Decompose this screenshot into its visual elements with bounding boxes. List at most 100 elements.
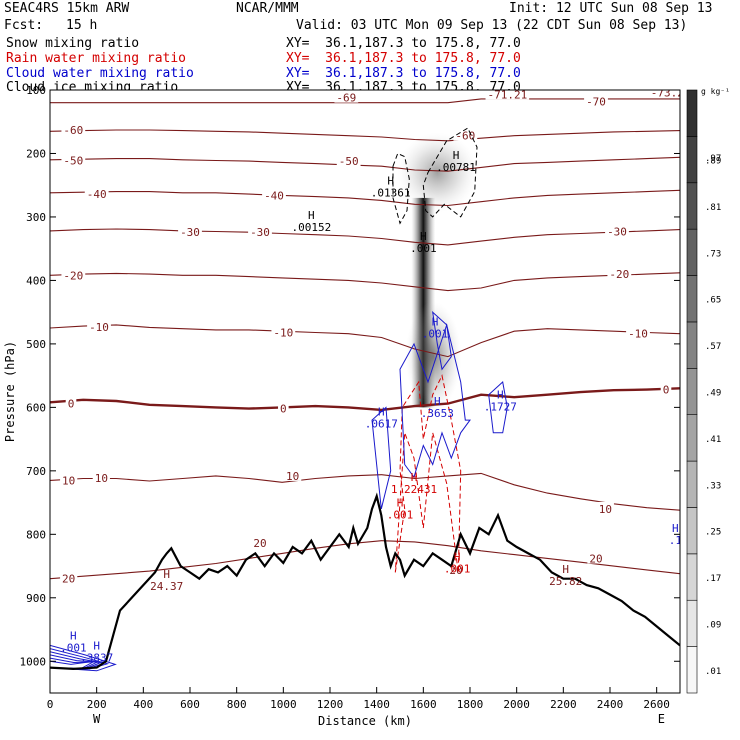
isotherm-label-bg bbox=[334, 90, 359, 103]
isotherm-label: 10 bbox=[599, 503, 612, 516]
isotherm-label-bg bbox=[587, 551, 605, 564]
isotherm-line bbox=[50, 272, 680, 292]
maximum-value: .00781 bbox=[436, 161, 476, 174]
isotherm-label: 0 bbox=[663, 384, 670, 397]
colorbar-level-label: .73 bbox=[705, 249, 721, 259]
isotherm-label-bg bbox=[284, 468, 302, 481]
colorbar-segment bbox=[686, 599, 698, 647]
maximum-value: .01361 bbox=[371, 187, 411, 200]
isotherm-label-bg bbox=[485, 90, 530, 100]
cloud-water-contour bbox=[432, 310, 452, 371]
y-tick-label: 900 bbox=[26, 592, 46, 605]
maximum-marker: H bbox=[378, 406, 385, 419]
colorbar-segment bbox=[686, 460, 698, 508]
plot-frame bbox=[49, 89, 681, 694]
colorbar-level-label: .81 bbox=[705, 203, 721, 213]
isotherm-label: 0 bbox=[68, 398, 75, 411]
y-tick-label: 100 bbox=[26, 84, 46, 97]
cloud-water-contour bbox=[50, 644, 117, 672]
isotherm-label: 10 bbox=[62, 474, 75, 487]
colorbar-level-label: .33 bbox=[705, 481, 721, 491]
colorbar-level-label: .09 bbox=[705, 620, 721, 630]
maximum-value: .00152 bbox=[291, 221, 331, 234]
model-title: SEAC4RS 15km ARW bbox=[4, 1, 130, 16]
snow-shading-upper bbox=[397, 132, 478, 213]
maximum-marker: H bbox=[420, 230, 427, 243]
colorbar-segment bbox=[686, 275, 698, 323]
x-tick-label: 2400 bbox=[597, 698, 624, 711]
isotherm-label: -30 bbox=[607, 226, 627, 239]
y-tick-label: 700 bbox=[26, 465, 46, 478]
valid-time: Valid: 03 UTC Mon 09 Sep 13 (22 CDT Sun … bbox=[296, 18, 688, 33]
maximum-value: .1727 bbox=[484, 401, 517, 414]
y-tick-label: 400 bbox=[26, 274, 46, 287]
terrain-line bbox=[50, 492, 680, 671]
maximum-value: .3837 bbox=[80, 651, 113, 664]
y-axis-title: Pressure (hPa) bbox=[3, 341, 17, 442]
x-tick-label: 1400 bbox=[363, 698, 390, 711]
colorbar-level-label: .41 bbox=[705, 435, 721, 445]
isotherm-label-bg bbox=[648, 90, 680, 98]
colorbar-level-label: .65 bbox=[705, 296, 721, 306]
colorbar-level-label: .25 bbox=[705, 528, 721, 538]
colorbar-segment bbox=[686, 414, 698, 462]
init-time: Init: 12 UTC Sun 08 Sep 13 bbox=[509, 1, 713, 16]
field-xy-snow: XY= 36.1,187.3 to 175.8, 77.0 bbox=[286, 36, 521, 51]
maximum-value: .3653 bbox=[421, 407, 454, 420]
isotherm-label: 20 bbox=[589, 552, 602, 565]
org-label: NCAR/MMM bbox=[236, 1, 299, 16]
x-tick-label: 1200 bbox=[317, 698, 344, 711]
y-tick-label: 500 bbox=[26, 338, 46, 351]
isotherm-label-bg bbox=[61, 122, 86, 135]
field-xy-rain: XY= 36.1,187.3 to 175.8, 77.0 bbox=[286, 51, 521, 66]
snow-contour bbox=[392, 152, 410, 225]
isotherm-label: -70 bbox=[586, 95, 606, 108]
isotherm-label-bg bbox=[84, 187, 109, 200]
maximum-value: .001 bbox=[387, 508, 414, 521]
x-tick-label: 2200 bbox=[550, 698, 577, 711]
maximum-value: 1.22431 bbox=[391, 483, 437, 496]
x-end-label-east: E bbox=[658, 712, 665, 726]
isotherm-label-bg bbox=[248, 225, 272, 238]
x-tick-label: 1800 bbox=[457, 698, 484, 711]
colorbar-segment bbox=[686, 368, 698, 415]
cloud-water-contour bbox=[50, 654, 102, 670]
x-tick-label: 1600 bbox=[410, 698, 437, 711]
maximum-marker: H bbox=[432, 316, 439, 329]
isotherm-label: -30 bbox=[250, 226, 270, 239]
maximum-value: .001 bbox=[422, 328, 449, 341]
isotherm-line bbox=[50, 228, 680, 246]
isotherm-label: -10 bbox=[89, 321, 109, 334]
x-tick-label: 1000 bbox=[270, 698, 297, 711]
isotherm-label-bg bbox=[278, 401, 289, 414]
colorbar-segment bbox=[686, 182, 698, 230]
x-tick-label: 400 bbox=[133, 698, 153, 711]
maximum-marker: H bbox=[497, 389, 504, 402]
colorbar-segment bbox=[686, 136, 698, 184]
isotherm-label-bg bbox=[92, 470, 110, 483]
isotherm-label: -10 bbox=[273, 326, 293, 339]
maximum-marker: H bbox=[308, 209, 315, 222]
x-tick-label: 800 bbox=[227, 698, 247, 711]
isotherm-label: 20 bbox=[449, 564, 462, 577]
y-tick-label: 200 bbox=[26, 147, 46, 160]
maximum-value: .001 bbox=[60, 642, 87, 655]
isotherm-label-bg bbox=[262, 188, 286, 201]
colorbar-segment bbox=[686, 507, 698, 555]
isotherm-line bbox=[50, 129, 680, 142]
cloud-water-contour bbox=[371, 406, 392, 510]
isotherm-label: -50 bbox=[339, 155, 359, 168]
maximum-marker: H bbox=[163, 568, 170, 581]
field-name-cloud: Cloud water mixing ratio bbox=[6, 66, 194, 81]
isotherm-label-bg bbox=[453, 128, 478, 141]
cloud-water-contour bbox=[399, 323, 471, 479]
maximum-value: .1 bbox=[669, 534, 682, 547]
maximum-marker: H bbox=[411, 471, 418, 484]
isotherm-line bbox=[50, 156, 680, 172]
isotherm-label: -20 bbox=[63, 269, 83, 282]
isotherm-label-bg bbox=[584, 94, 608, 107]
maximum-marker: H bbox=[70, 630, 77, 643]
isotherm-label-bg bbox=[178, 225, 202, 238]
